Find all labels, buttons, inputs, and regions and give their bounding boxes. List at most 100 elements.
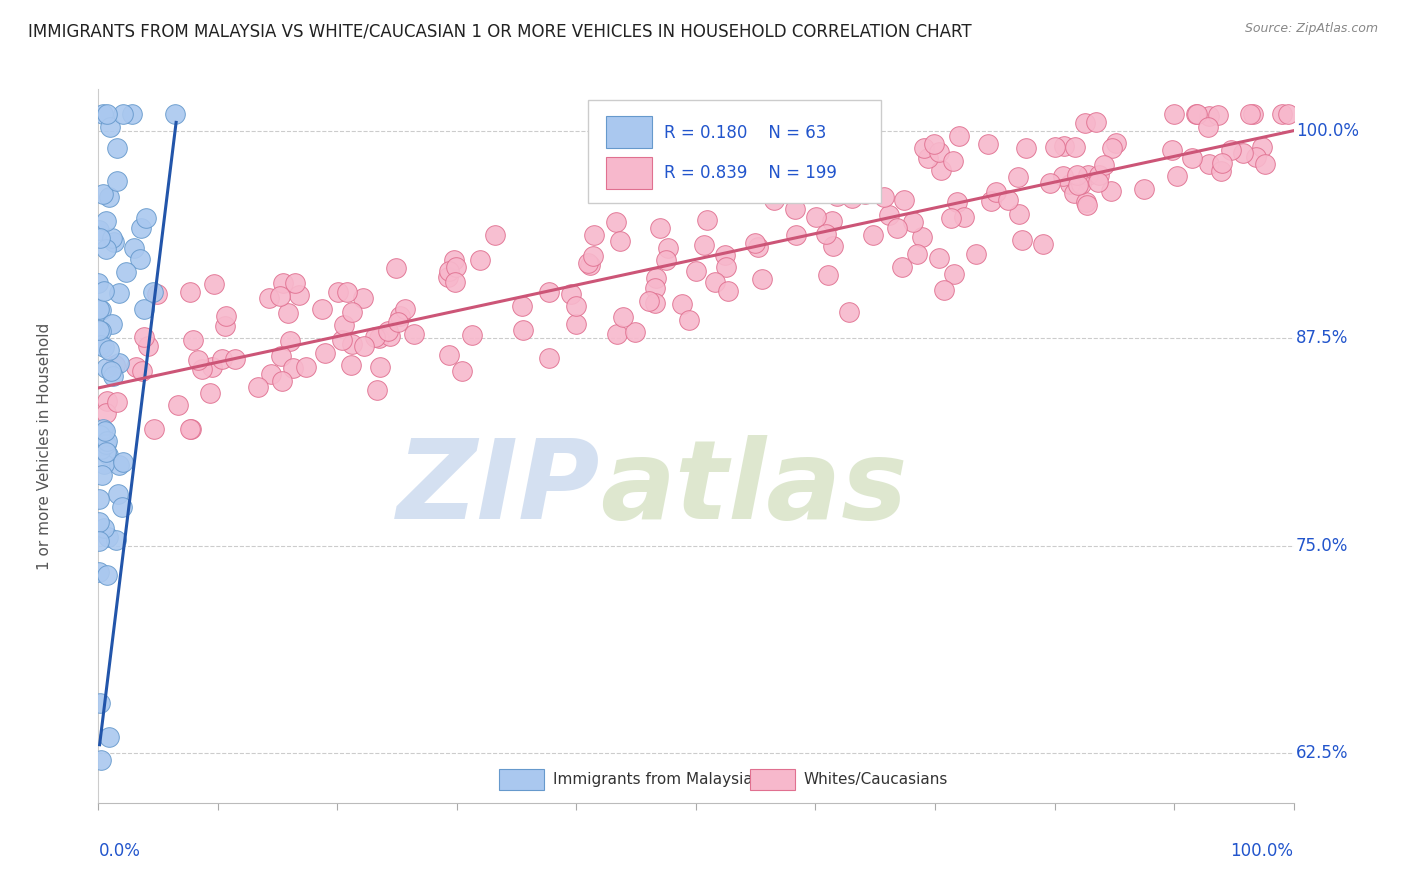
Point bbox=[368, 331, 391, 345]
Point bbox=[841, 191, 863, 205]
Point bbox=[744, 235, 766, 250]
Point bbox=[368, 359, 391, 374]
Point bbox=[191, 362, 214, 376]
Point bbox=[87, 565, 110, 579]
Point bbox=[468, 252, 491, 267]
Point bbox=[1271, 107, 1294, 121]
Point bbox=[269, 289, 291, 303]
Point bbox=[1076, 197, 1098, 211]
Point bbox=[704, 159, 727, 173]
Point bbox=[747, 240, 769, 254]
Point bbox=[377, 324, 399, 338]
Point bbox=[678, 313, 700, 327]
Point bbox=[1085, 115, 1108, 129]
Point bbox=[163, 107, 186, 121]
Point bbox=[911, 230, 934, 244]
Point bbox=[1066, 168, 1088, 182]
Point bbox=[565, 317, 588, 331]
Point bbox=[394, 301, 416, 316]
Point bbox=[89, 337, 111, 351]
Point bbox=[1032, 237, 1054, 252]
Point bbox=[738, 186, 761, 200]
Text: 75.0%: 75.0% bbox=[1296, 537, 1348, 555]
Point bbox=[96, 434, 118, 449]
Point bbox=[1045, 139, 1067, 153]
Point bbox=[450, 364, 472, 378]
Point bbox=[215, 309, 238, 323]
Point bbox=[1211, 155, 1233, 169]
Point bbox=[278, 334, 301, 349]
Point bbox=[1099, 184, 1122, 198]
Text: IMMIGRANTS FROM MALAYSIA VS WHITE/CAUCASIAN 1 OR MORE VEHICLES IN HOUSEHOLD CORR: IMMIGRANTS FROM MALAYSIA VS WHITE/CAUCAS… bbox=[28, 22, 972, 40]
Point bbox=[87, 301, 110, 316]
Point bbox=[180, 422, 202, 436]
Point bbox=[314, 346, 336, 360]
Point bbox=[853, 187, 876, 202]
Point bbox=[143, 422, 166, 436]
Point bbox=[838, 305, 860, 319]
Point bbox=[965, 246, 987, 260]
Point bbox=[115, 265, 138, 279]
Point bbox=[87, 276, 110, 290]
Point bbox=[740, 185, 762, 199]
Point bbox=[942, 154, 965, 169]
Point bbox=[270, 349, 292, 363]
Point bbox=[353, 339, 375, 353]
Point bbox=[671, 296, 693, 310]
Point bbox=[89, 533, 111, 548]
FancyBboxPatch shape bbox=[499, 769, 544, 790]
Point bbox=[97, 449, 120, 463]
Point bbox=[187, 353, 209, 368]
Point bbox=[89, 515, 111, 529]
Point bbox=[825, 189, 848, 203]
Point bbox=[125, 359, 148, 374]
Point bbox=[444, 275, 467, 289]
Point bbox=[1181, 151, 1204, 165]
Point bbox=[1251, 140, 1274, 154]
Point bbox=[311, 302, 333, 317]
Point bbox=[98, 120, 121, 134]
Point bbox=[121, 107, 143, 121]
Point bbox=[538, 285, 561, 300]
Point bbox=[905, 247, 928, 261]
Point bbox=[257, 291, 280, 305]
Point bbox=[94, 360, 117, 375]
Point bbox=[103, 235, 125, 250]
FancyBboxPatch shape bbox=[606, 157, 652, 189]
Point bbox=[576, 256, 599, 270]
Point bbox=[287, 287, 309, 301]
Point bbox=[512, 323, 534, 337]
Point bbox=[93, 521, 115, 535]
Point bbox=[402, 327, 425, 342]
Point bbox=[202, 277, 225, 292]
Point bbox=[124, 241, 146, 255]
Point bbox=[751, 272, 773, 286]
Point bbox=[538, 351, 561, 365]
Point bbox=[101, 231, 124, 245]
Point bbox=[389, 309, 412, 323]
Point bbox=[295, 359, 318, 374]
Point bbox=[340, 305, 363, 319]
Point bbox=[685, 264, 707, 278]
Point bbox=[946, 195, 969, 210]
Point bbox=[704, 276, 727, 290]
Point bbox=[932, 283, 955, 297]
Point bbox=[1198, 157, 1220, 171]
Point bbox=[1232, 145, 1254, 160]
Point bbox=[91, 107, 114, 121]
Point bbox=[1052, 169, 1074, 183]
Point bbox=[560, 287, 582, 301]
Point bbox=[283, 361, 305, 376]
Point bbox=[284, 276, 307, 290]
Point bbox=[271, 276, 294, 290]
Point bbox=[997, 193, 1019, 207]
Point bbox=[1161, 143, 1184, 157]
Point bbox=[1011, 233, 1033, 247]
Point bbox=[385, 261, 408, 276]
Point bbox=[1163, 107, 1185, 121]
Text: ZIP: ZIP bbox=[396, 435, 600, 542]
Point bbox=[823, 239, 845, 253]
Point bbox=[980, 194, 1002, 208]
Point bbox=[105, 174, 128, 188]
Point bbox=[1076, 194, 1098, 209]
